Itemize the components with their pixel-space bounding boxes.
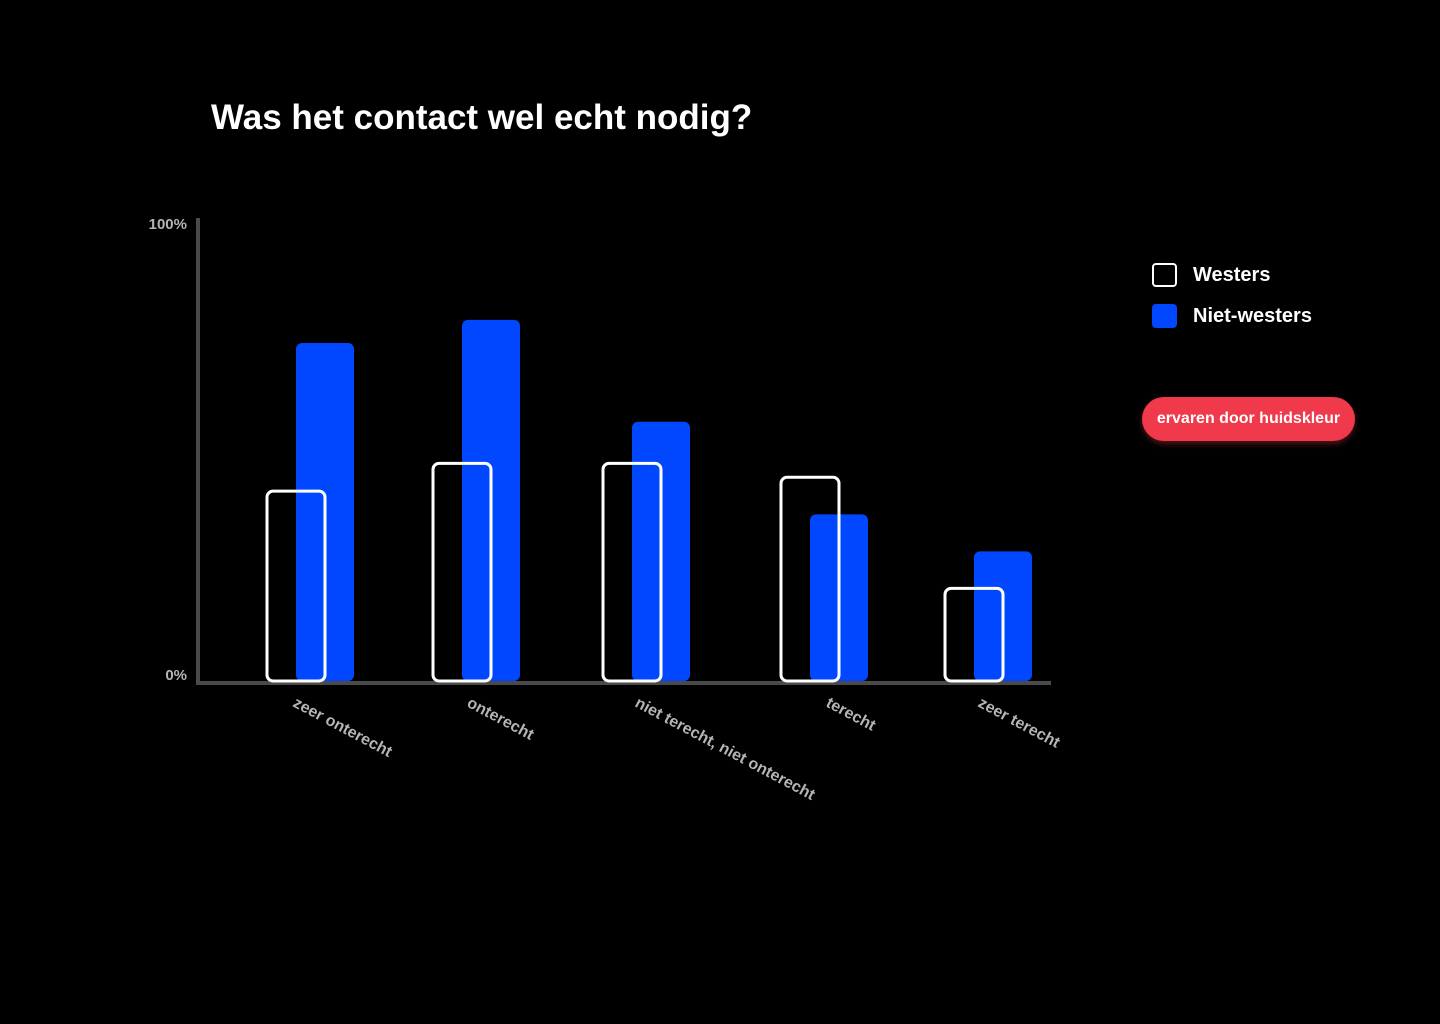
x-tick-label-terecht: terecht [823, 695, 879, 735]
x-tick-label-zeer-onterecht: zeer onterecht [290, 695, 395, 762]
bar-westers-onterecht [431, 461, 493, 683]
x-tick-label-zeer-terecht: zeer terecht [975, 695, 1063, 752]
legend: Westers Niet-westers [1152, 261, 1312, 343]
bar-westers-terecht [779, 475, 841, 683]
legend-item-niet-westers[interactable]: Niet-westers [1152, 302, 1312, 330]
legend-swatch-westers [1152, 263, 1177, 287]
chart-title: Was het contact wel echt nodig? [211, 98, 753, 137]
bar-westers-zeer-onterecht [265, 489, 327, 683]
y-tick-label-max: 100% [149, 216, 187, 233]
x-tick-label-niet-terecht-niet-onterecht: niet terecht, niet onterecht [632, 695, 818, 805]
legend-label-westers: Westers [1193, 263, 1271, 286]
skin-color-filter-button[interactable]: ervaren door huidskleur [1142, 397, 1355, 441]
bars-group [265, 319, 1032, 683]
y-tick-label-min: 0% [165, 667, 187, 684]
bar-westers-niet-terecht-niet-onterecht [601, 461, 663, 683]
bar-westers-zeer-terecht [943, 586, 1005, 683]
legend-swatch-niet-westers [1152, 304, 1177, 328]
legend-label-niet-westers: Niet-westers [1193, 304, 1312, 327]
category-labels-group: zeer onterecht onterecht niet terecht, nie… [290, 695, 1063, 805]
x-tick-label-onterecht: onterecht [464, 695, 537, 745]
legend-item-westers[interactable]: Westers [1152, 261, 1312, 289]
